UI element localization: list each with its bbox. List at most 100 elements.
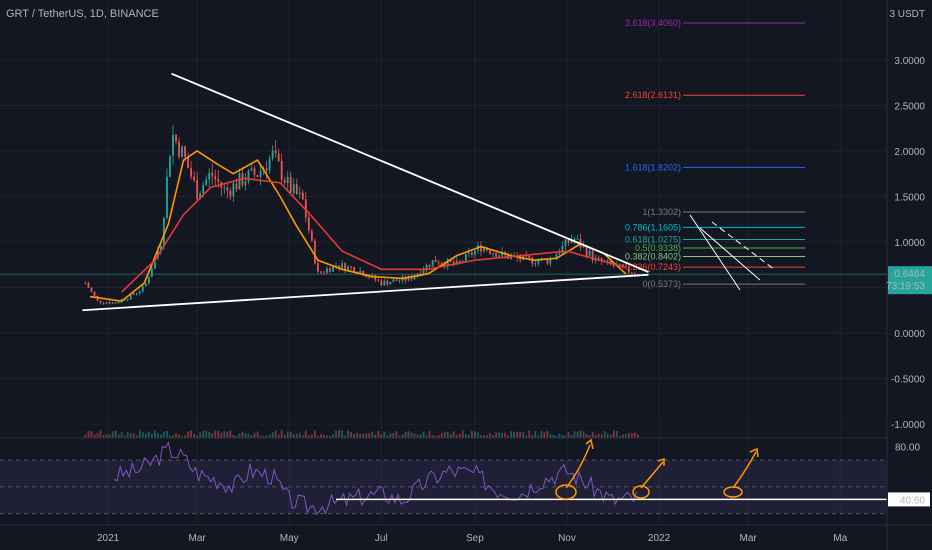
rsi-band bbox=[0, 459, 887, 515]
candle-body bbox=[286, 177, 289, 183]
volume-bar bbox=[552, 434, 555, 438]
candle-body bbox=[169, 155, 171, 177]
candle-body bbox=[123, 299, 126, 301]
volume-bar bbox=[603, 431, 606, 438]
volume-bar bbox=[247, 433, 250, 438]
volume-bar bbox=[298, 432, 301, 438]
candle-body bbox=[320, 271, 322, 273]
candle-body bbox=[380, 280, 383, 286]
volume-bar bbox=[289, 431, 292, 438]
y-tick-label: 3.0000 bbox=[894, 56, 925, 67]
volume-bar bbox=[268, 434, 271, 438]
volume-bar bbox=[470, 431, 473, 438]
volume-bar bbox=[138, 430, 141, 438]
x-tick-label: Nov bbox=[558, 533, 576, 544]
candle-body bbox=[434, 260, 437, 263]
x-tick-label: Mar bbox=[740, 533, 758, 544]
candle-body bbox=[422, 270, 425, 275]
candle-body bbox=[126, 299, 129, 301]
volume-bar bbox=[425, 435, 428, 438]
volume-bar bbox=[223, 431, 226, 438]
candle-body bbox=[591, 250, 594, 261]
volume-bar bbox=[313, 430, 316, 438]
volume-bar bbox=[235, 435, 238, 438]
candle-body bbox=[114, 302, 117, 304]
rsi-series-line bbox=[113, 441, 637, 516]
candle-body bbox=[217, 179, 220, 183]
candle-body bbox=[265, 168, 268, 171]
moving-average-line-2 bbox=[121, 177, 627, 293]
volume-bar bbox=[244, 433, 247, 438]
candle-body bbox=[464, 253, 467, 262]
volume-bar bbox=[250, 435, 253, 438]
volume-bar bbox=[280, 430, 283, 438]
candle-body bbox=[129, 293, 132, 300]
candle-body bbox=[492, 252, 494, 254]
candle-body bbox=[150, 268, 153, 278]
x-tick-label: 2021 bbox=[97, 533, 120, 544]
candle-body bbox=[597, 257, 600, 259]
currency-label: 3 USDT bbox=[889, 9, 925, 20]
volume-bar bbox=[546, 430, 549, 438]
candle-body bbox=[138, 291, 141, 294]
candle-body bbox=[108, 302, 111, 304]
candle-body bbox=[531, 257, 534, 264]
candle-body bbox=[175, 134, 177, 142]
candle-body bbox=[280, 161, 283, 180]
volume-bar bbox=[473, 431, 476, 438]
volume-bar bbox=[392, 433, 395, 438]
fibonacci-levels: 3.618(3.4060) 2.618(2.6131) 1.618(1.8202) 1… bbox=[625, 18, 805, 289]
trendline bbox=[171, 72, 649, 273]
volume-bar bbox=[84, 434, 87, 438]
candle-body bbox=[455, 260, 458, 265]
volume-bar bbox=[377, 430, 380, 438]
candle-body bbox=[274, 150, 277, 154]
candle-body bbox=[205, 179, 208, 185]
volume-bar bbox=[286, 431, 289, 438]
candle-body bbox=[184, 146, 186, 158]
x-tick-label: May bbox=[280, 533, 299, 544]
trendlines bbox=[82, 72, 776, 312]
candle-body bbox=[84, 282, 87, 284]
candle-body bbox=[431, 260, 434, 267]
candle-body bbox=[307, 217, 310, 231]
y-tick-label: -0.5000 bbox=[891, 375, 925, 386]
candle-body bbox=[347, 266, 349, 271]
candle-body bbox=[461, 261, 464, 263]
volume-bar bbox=[531, 435, 534, 438]
candle-body bbox=[449, 259, 452, 262]
candle-body bbox=[359, 270, 362, 273]
candle-body bbox=[235, 183, 238, 190]
candle-body bbox=[271, 150, 274, 159]
volume-bar bbox=[141, 432, 144, 438]
candle-body bbox=[160, 246, 162, 251]
volume-bar bbox=[187, 431, 189, 438]
volume-bar bbox=[181, 435, 183, 438]
candle-body bbox=[395, 279, 398, 281]
candle-body bbox=[323, 272, 325, 274]
grid bbox=[0, 0, 887, 525]
volume-bar bbox=[184, 435, 186, 438]
candle-body bbox=[196, 179, 199, 200]
candle-body bbox=[483, 248, 485, 252]
candle-body bbox=[467, 252, 470, 254]
candle-body bbox=[510, 255, 513, 259]
candle-body bbox=[117, 302, 120, 304]
volume-bars bbox=[84, 430, 639, 438]
volume-bar bbox=[519, 431, 522, 438]
volume-bar bbox=[431, 434, 434, 438]
candle-body bbox=[470, 252, 473, 255]
candle-body bbox=[292, 184, 295, 193]
candle-body bbox=[446, 259, 449, 267]
volume-bar bbox=[295, 433, 298, 438]
annotation-arrowhead bbox=[585, 438, 594, 450]
volume-bar bbox=[606, 433, 609, 438]
fib-level-label: 0.382(0.8402) bbox=[625, 252, 681, 262]
candle-body bbox=[555, 254, 558, 258]
volume-bar bbox=[558, 433, 561, 438]
volume-bar bbox=[537, 435, 540, 438]
fib-level-label: 0.618(1.0275) bbox=[625, 234, 681, 244]
candle-body bbox=[458, 260, 461, 262]
